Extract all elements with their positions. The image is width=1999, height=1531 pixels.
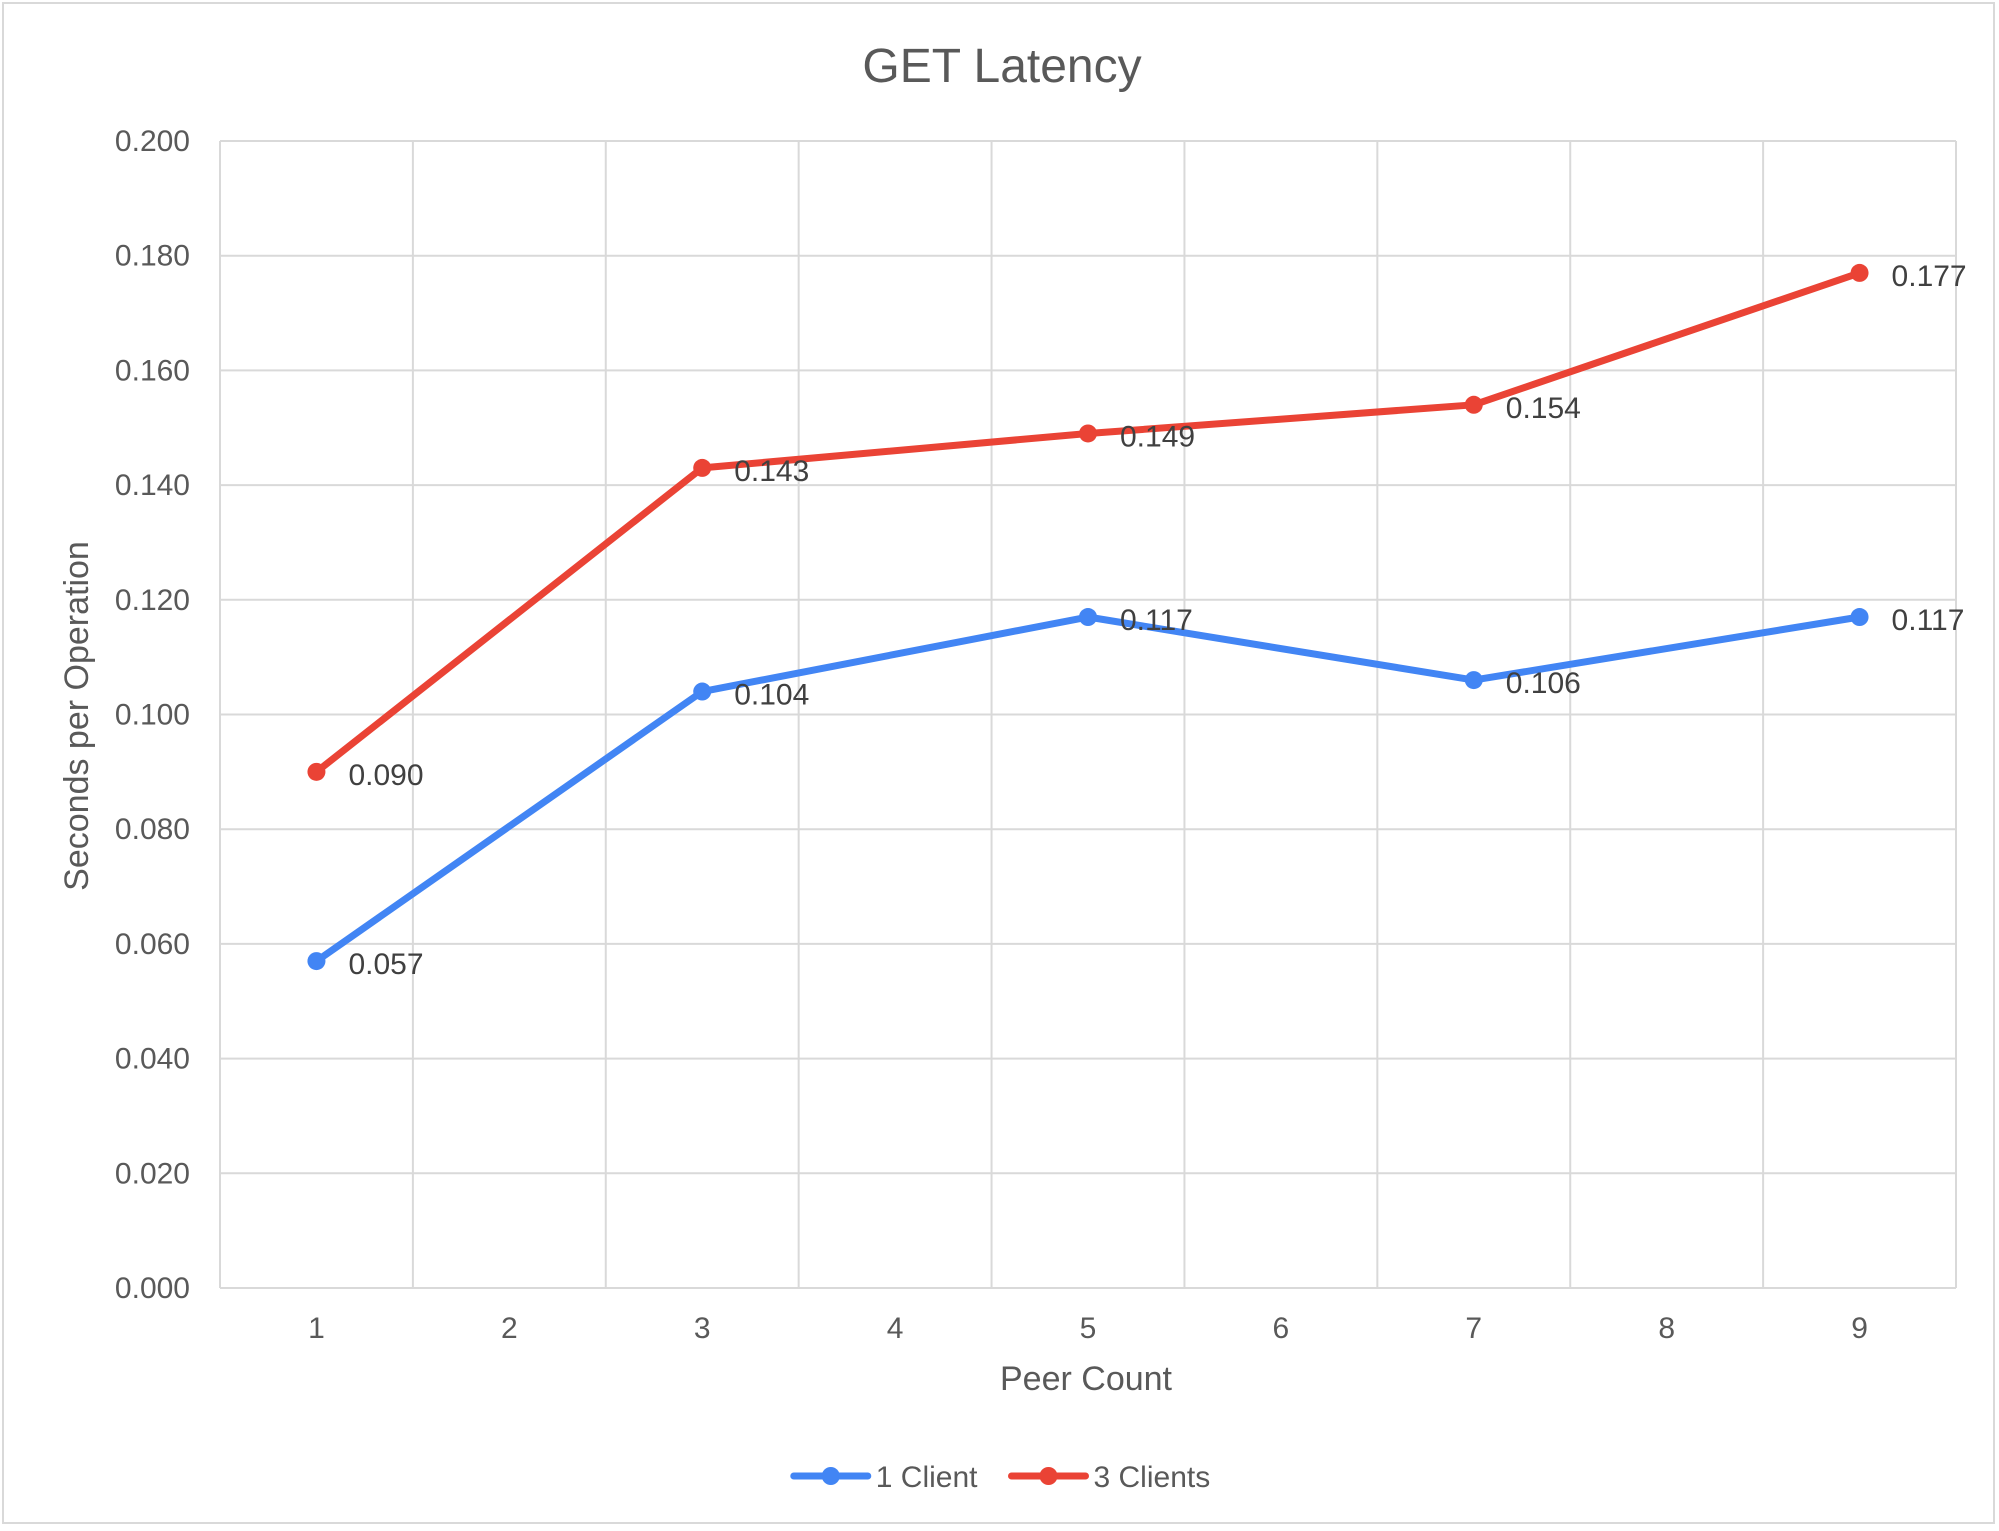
data-label: 0.090 — [348, 759, 423, 792]
x-tick-label: 4 — [887, 1312, 904, 1345]
data-label: 0.154 — [1506, 392, 1581, 425]
data-point — [1079, 424, 1097, 443]
x-tick-label: 5 — [1080, 1312, 1097, 1345]
data-point — [1079, 608, 1097, 627]
legend-marker — [1039, 1467, 1058, 1485]
y-tick-label: 0.140 — [115, 469, 190, 502]
x-tick-label: 6 — [1273, 1312, 1290, 1345]
data-label: 0.117 — [1892, 604, 1965, 637]
gridlines — [219, 140, 1957, 1289]
x-tick-label: 1 — [308, 1312, 325, 1345]
data-point — [307, 762, 326, 781]
data-label: 0.177 — [1892, 260, 1967, 293]
y-tick-label: 0.000 — [115, 1272, 190, 1305]
y-tick-label: 0.160 — [115, 354, 190, 387]
line-chart: GET Latency 0.000 0.020 0.040 0.060 0.080 0.1… — [58, 40, 1967, 1494]
data-label: 0.106 — [1506, 667, 1581, 700]
series-layer: 0.057 0.104 0.117 0.106 0.117 0.090 0.143 0.149… — [307, 260, 1967, 981]
y-axis-title: Seconds per Operation — [58, 541, 96, 891]
series-group: 0.057 0.104 0.117 0.106 0.117 — [307, 604, 1964, 981]
data-point — [1464, 395, 1483, 414]
y-tick-label: 0.020 — [115, 1157, 190, 1190]
y-tick-label: 0.060 — [115, 928, 190, 961]
data-point — [1464, 671, 1483, 690]
x-axis-ticks: 1 2 3 4 5 6 7 8 9 — [308, 1312, 1868, 1345]
x-tick-label: 7 — [1465, 1312, 1482, 1345]
data-label: 0.117 — [1120, 604, 1193, 637]
legend-label: 3 Clients — [1094, 1461, 1211, 1494]
data-label: 0.149 — [1120, 420, 1195, 453]
x-tick-label: 8 — [1658, 1312, 1675, 1345]
data-label: 0.104 — [734, 679, 809, 712]
legend: 1 Client 3 Clients — [790, 1461, 1211, 1494]
data-point — [1850, 608, 1869, 627]
series-line — [312, 613, 1864, 965]
x-tick-label: 2 — [501, 1312, 518, 1345]
y-tick-label: 0.120 — [115, 584, 190, 617]
data-point — [693, 458, 712, 477]
x-tick-label: 3 — [694, 1312, 711, 1345]
legend-label: 1 Client — [876, 1461, 978, 1494]
legend-marker — [821, 1467, 840, 1485]
data-label: 0.143 — [734, 455, 809, 488]
y-tick-label: 0.180 — [115, 240, 190, 273]
data-label: 0.057 — [348, 948, 423, 981]
data-point — [693, 682, 712, 701]
legend-item: 1 Client — [790, 1461, 978, 1494]
y-tick-label: 0.100 — [115, 699, 190, 732]
legend-item: 3 Clients — [1008, 1461, 1211, 1494]
x-axis-title: Peer Count — [1000, 1360, 1173, 1398]
data-point — [307, 952, 326, 971]
x-tick-label: 9 — [1851, 1312, 1868, 1345]
y-tick-label: 0.200 — [115, 125, 190, 158]
series-group: 0.090 0.143 0.149 0.154 0.177 — [307, 260, 1967, 792]
y-tick-label: 0.080 — [115, 813, 190, 846]
data-point — [1850, 263, 1869, 282]
y-axis-ticks: 0.000 0.020 0.040 0.060 0.080 0.100 0.120 0.140… — [115, 125, 190, 1305]
series-line — [312, 269, 1864, 776]
chart-title: GET Latency — [862, 40, 1141, 93]
y-tick-label: 0.040 — [115, 1043, 190, 1076]
